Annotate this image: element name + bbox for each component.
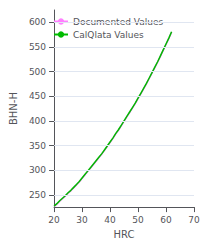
svg-text:20: 20 [48,215,60,225]
svg-text:HRC: HRC [114,229,135,240]
svg-text:60: 60 [160,215,172,225]
svg-text:400: 400 [29,116,46,126]
svg-text:600: 600 [29,17,46,27]
svg-text:350: 350 [29,141,46,151]
svg-text:50: 50 [132,215,144,225]
svg-text:500: 500 [29,67,46,77]
svg-text:550: 550 [29,42,46,52]
svg-text:70: 70 [188,215,200,225]
svg-text:300: 300 [29,165,46,175]
svg-text:450: 450 [29,91,46,101]
svg-text:30: 30 [76,215,88,225]
svg-text:40: 40 [104,215,116,225]
svg-text:Documented Values: Documented Values [73,17,163,27]
svg-text:CalQlata Values: CalQlata Values [73,30,144,40]
svg-text:250: 250 [29,190,46,200]
svg-text:BHN-H: BHN-H [8,92,19,125]
